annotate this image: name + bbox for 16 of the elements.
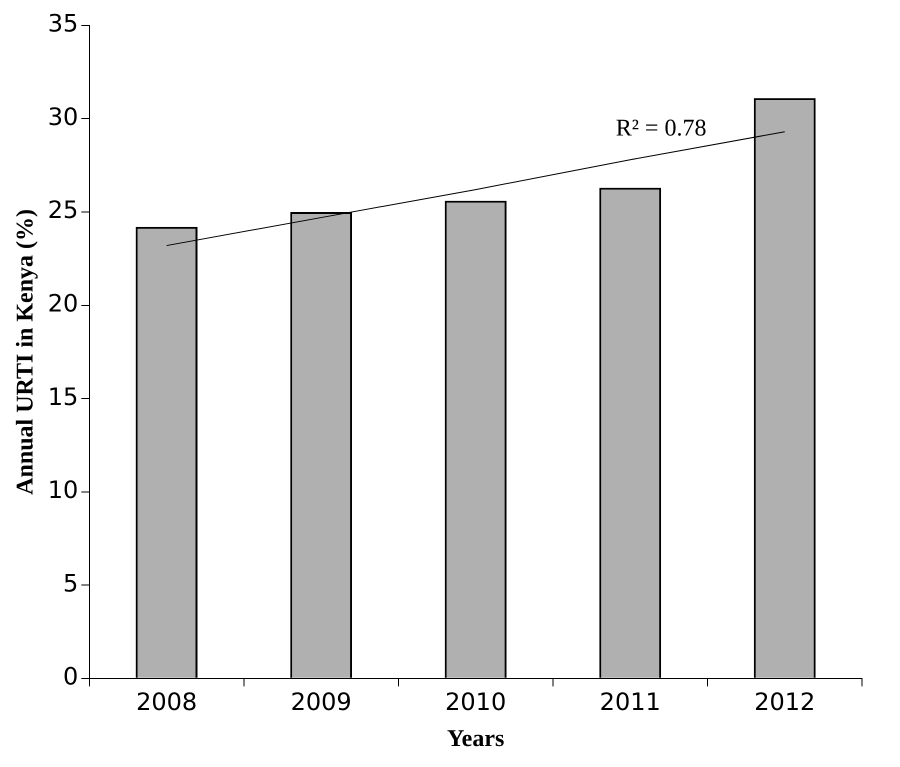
y-tick-label: 30 — [48, 102, 78, 131]
y-tick-label: 20 — [48, 289, 78, 318]
y-tick-label: 35 — [48, 10, 78, 38]
x-tick-label: 2010 — [445, 688, 506, 716]
y-axis-title: Annual URTI in Kenya (%) — [12, 208, 39, 495]
x-tick-label: 2011 — [600, 688, 661, 716]
y-tick-label: 0 — [63, 662, 78, 691]
y-tick-label: 15 — [48, 382, 78, 411]
y-tick-label: 25 — [48, 196, 78, 224]
x-tick-label: 2009 — [290, 688, 352, 716]
x-tick-label: 2008 — [136, 688, 198, 716]
x-axis-title: Years — [447, 726, 504, 752]
x-tick-label: 2012 — [754, 688, 816, 716]
y-tick-label: 10 — [48, 476, 78, 504]
annotation: R² = 0.78 — [616, 115, 706, 142]
y-tick-label: 5 — [63, 569, 78, 598]
